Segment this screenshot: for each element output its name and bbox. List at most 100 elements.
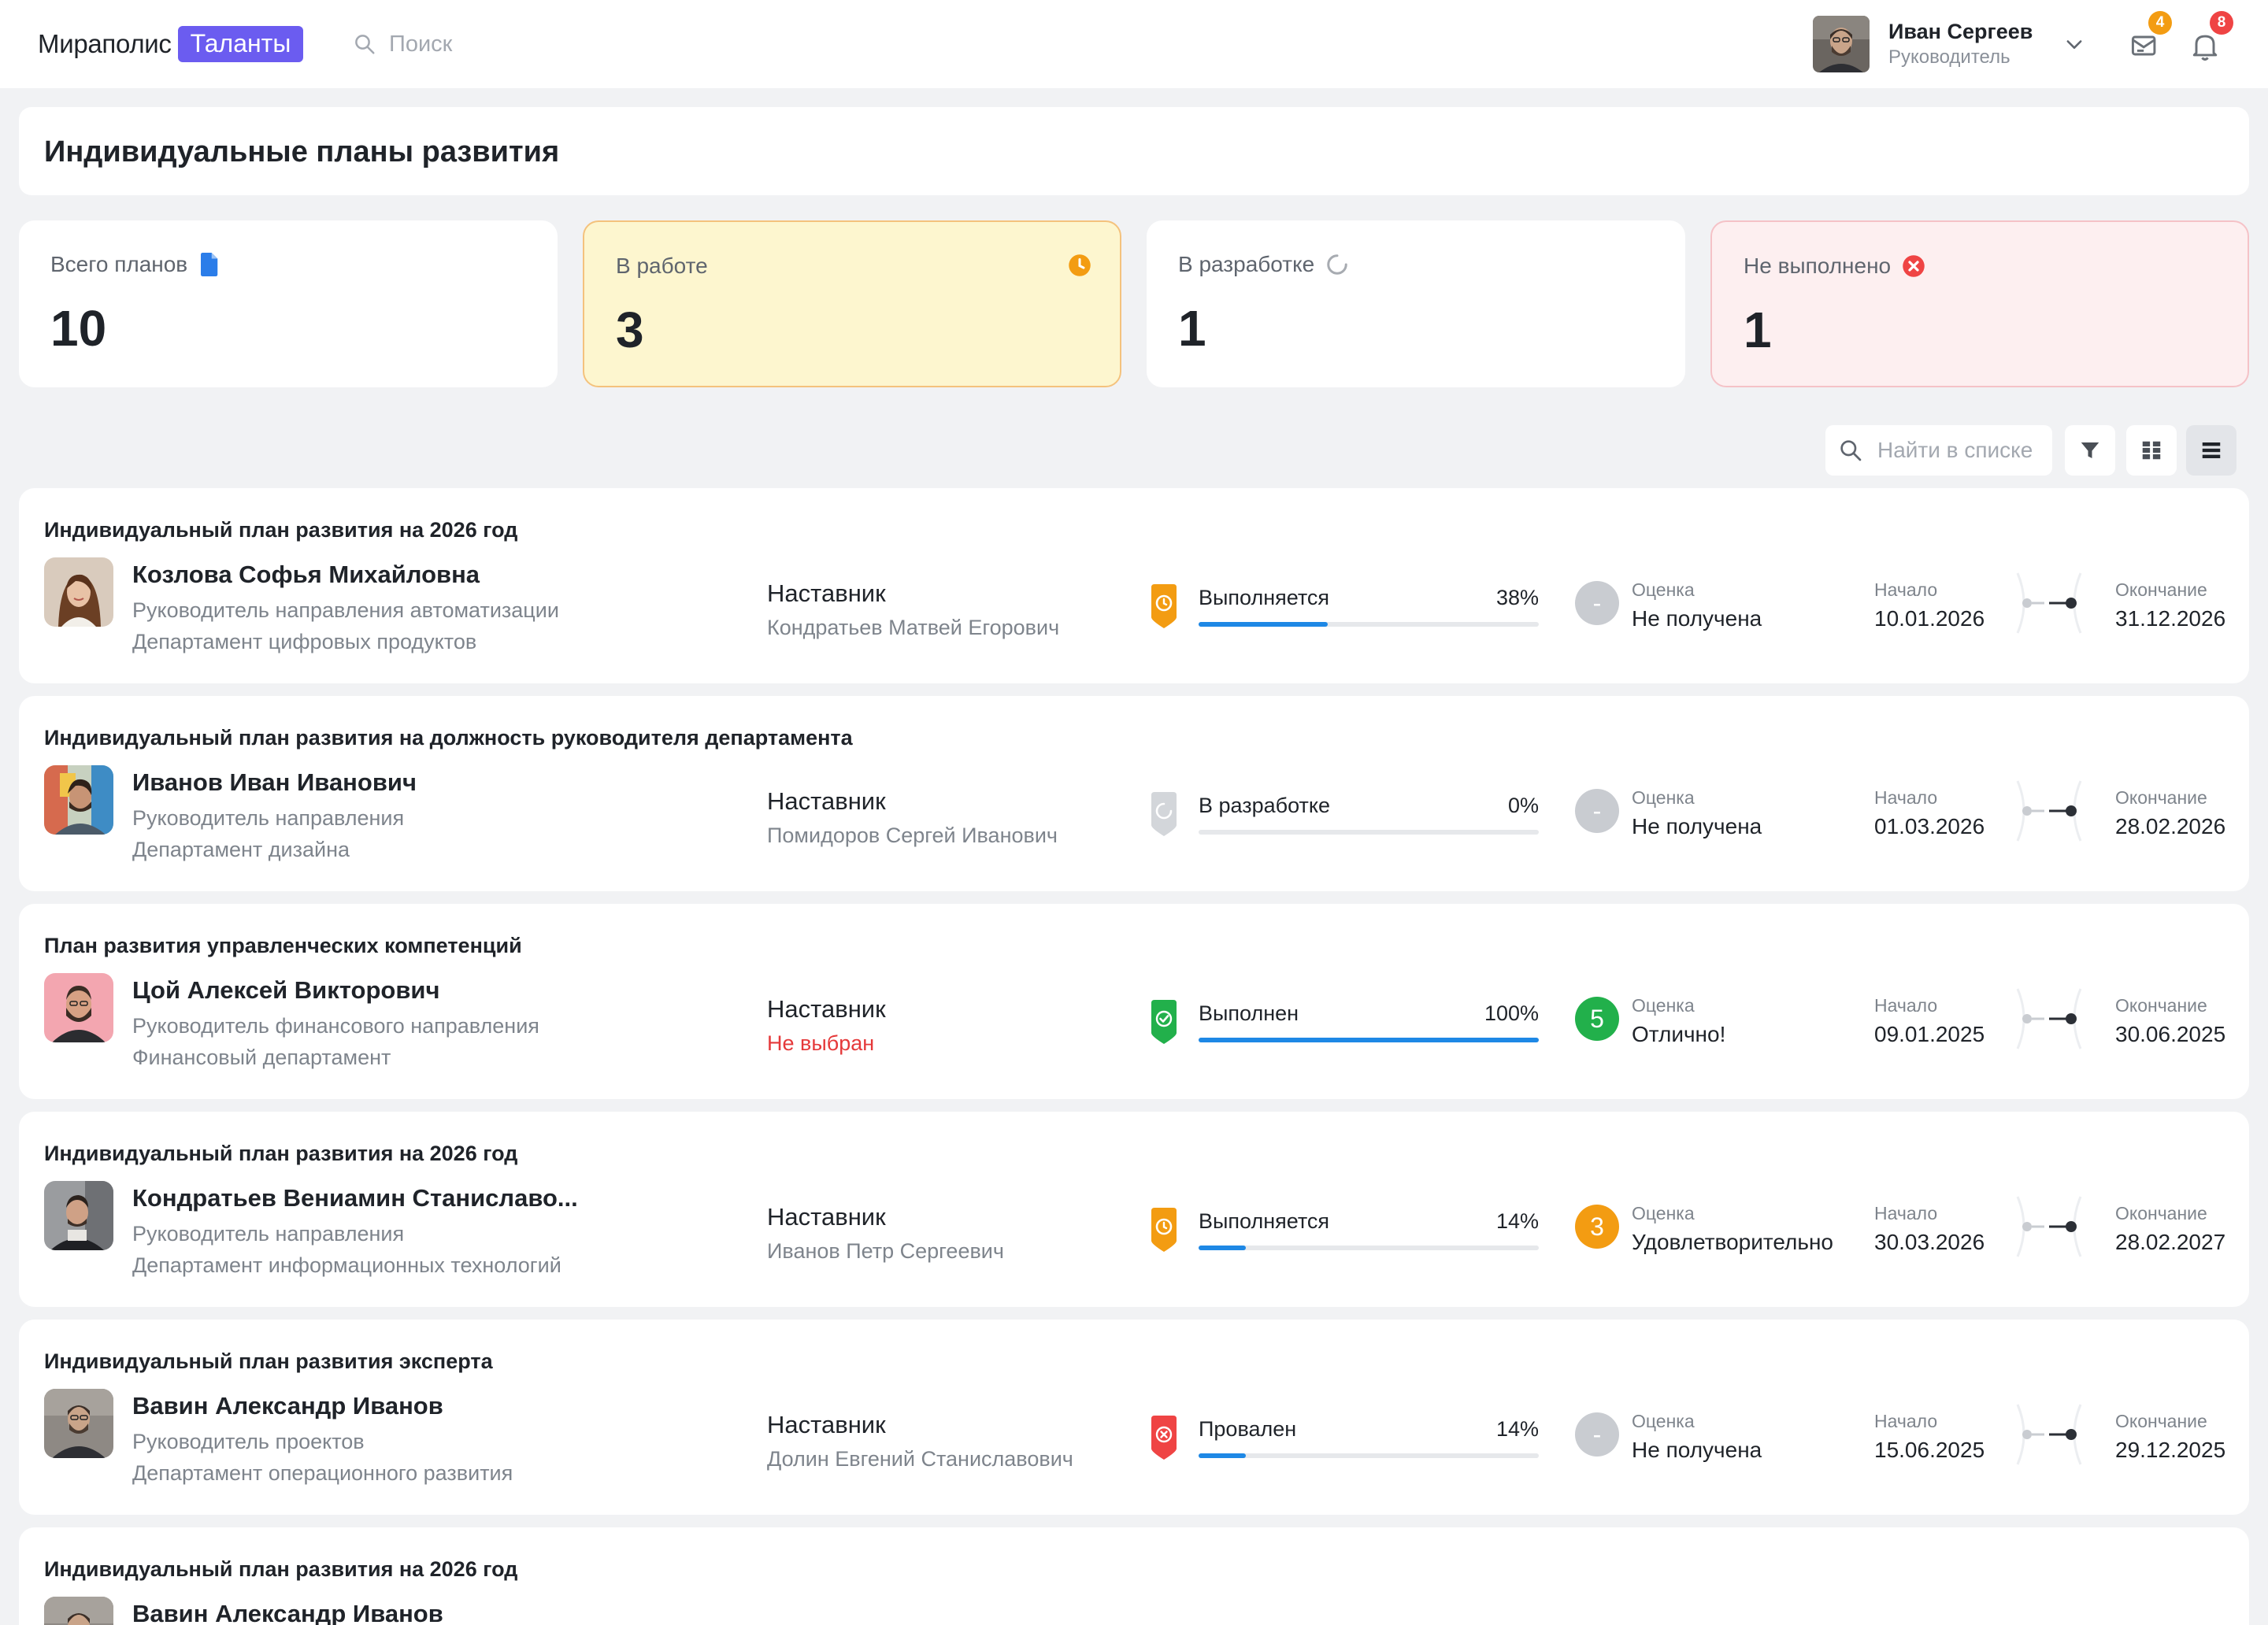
employee-name[interactable]: Цой Алексей Викторович	[132, 976, 440, 1004]
list-icon	[2202, 442, 2221, 458]
plan-title: Индивидуальный план развития на должност…	[44, 726, 853, 750]
progress-bar	[1199, 1038, 1539, 1042]
end-date: 28.02.2027	[2115, 1230, 2226, 1254]
search-icon	[355, 35, 375, 54]
chevron-down-icon[interactable]	[2063, 33, 2085, 55]
employee-position: Руководитель направления	[132, 806, 405, 830]
plan-card[interactable]: Индивидуальный план развития на должност…	[19, 696, 2249, 891]
stat-in-development[interactable]: В разработке 1	[1147, 220, 1685, 387]
employee-avatar	[44, 1181, 113, 1250]
logo-text: Мираполис	[38, 29, 172, 58]
employee-name[interactable]: Иванов Иван Иванович	[132, 768, 417, 796]
messages-icon	[2131, 35, 2156, 56]
notifications-button[interactable]: 8	[2188, 11, 2233, 63]
mentor-name: Кондратьев Матвей Егорович	[767, 616, 1060, 639]
timeline-icon	[2016, 780, 2082, 842]
start-label: Начало	[1874, 995, 1938, 1016]
user-menu[interactable]: Иван Сергеев Руководитель	[1813, 14, 2033, 74]
progress-bar	[1199, 830, 1539, 835]
grade-badge: 3	[1575, 1205, 1619, 1249]
grade-value: Удовлетворительно	[1632, 1230, 1834, 1254]
plan-card[interactable]: Индивидуальный план развития эксперта Ва…	[19, 1320, 2249, 1515]
end-date: 31.12.2026	[2115, 606, 2226, 631]
mentor-name: Помидоров Сергей Иванович	[767, 824, 1058, 847]
top-bar: Мираполис Таланты Поиск Иван Сергеев Рук…	[0, 0, 2268, 88]
list-search-input[interactable]: Найти в списке	[1825, 425, 2052, 476]
logo-badge: Таланты	[177, 26, 304, 62]
clock-icon	[1068, 254, 1091, 281]
plan-card[interactable]: Индивидуальный план развития на 2026 год…	[19, 1527, 2249, 1625]
global-search[interactable]: Поиск	[353, 27, 452, 61]
employee-department: Департамент дизайна	[132, 838, 350, 861]
employee-position: Руководитель направления автоматизации	[132, 598, 559, 622]
user-role: Руководитель	[1888, 46, 2010, 68]
grade-badge: 5	[1575, 997, 1619, 1041]
mentor-label: Наставник	[767, 995, 886, 1023]
plan-card[interactable]: Индивидуальный план развития на 2026 год…	[19, 1112, 2249, 1307]
search-icon	[1840, 440, 1862, 461]
page-header: Индивидуальные планы развития	[19, 107, 2249, 195]
employee-name[interactable]: Козлова Софья Михайловна	[132, 561, 480, 588]
employee-position: Руководитель направления	[132, 1222, 405, 1246]
stat-value: 1	[1744, 302, 1772, 358]
stat-in-work[interactable]: В работе 3	[583, 220, 1121, 387]
employee-name[interactable]: Кондратьев Вениамин Станиславо...	[132, 1184, 578, 1212]
start-date: 09.01.2025	[1874, 1022, 1985, 1046]
end-date: 30.06.2025	[2115, 1022, 2226, 1046]
list-view-button[interactable]	[2186, 425, 2236, 476]
notifications-count-badge: 8	[2210, 11, 2233, 35]
employee-name[interactable]: Вавин Александр Иванов	[132, 1392, 443, 1420]
progress-percent: 0%	[1507, 794, 1539, 817]
stat-label: В разработке	[1178, 252, 1315, 276]
mentor-name: Иванов Петр Сергеевич	[767, 1239, 1004, 1263]
messages-count-badge: 4	[2148, 11, 2172, 35]
filter-button[interactable]	[2065, 425, 2115, 476]
list-search-placeholder: Найти в списке	[1877, 438, 2033, 462]
status-draft-shield-icon	[1151, 792, 1177, 836]
grade-value: Не получена	[1632, 1438, 1762, 1462]
error-icon	[1902, 254, 1925, 278]
start-date: 01.03.2026	[1874, 814, 1985, 838]
employee-avatar	[44, 973, 113, 1042]
employee-department: Департамент операционного развития	[132, 1461, 513, 1485]
timeline-icon	[2016, 1404, 2082, 1465]
logo[interactable]: Мираполис Таланты	[38, 26, 304, 62]
grade-badge: -	[1575, 581, 1619, 625]
employee-name[interactable]: Вавин Александр Иванов	[132, 1600, 443, 1625]
bell-icon	[2192, 35, 2218, 61]
start-label: Начало	[1874, 1411, 1938, 1431]
stat-total-plans[interactable]: Всего планов 10	[19, 220, 558, 387]
employee-department: Департамент информационных технологий	[132, 1253, 561, 1277]
timeline-icon	[2016, 572, 2082, 634]
end-label: Окончание	[2115, 787, 2207, 808]
plan-title: Индивидуальный план развития на 2026 год	[44, 1142, 518, 1165]
mentor-label: Наставник	[767, 787, 886, 815]
plan-title: Индивидуальный план развития на 2026 год	[44, 1557, 518, 1581]
end-date: 28.02.2026	[2115, 814, 2226, 838]
spinner-icon	[1325, 253, 1349, 276]
status-label: В разработке	[1199, 794, 1331, 817]
timeline-icon	[2016, 988, 2082, 1049]
mentor-name: Не выбран	[767, 1031, 875, 1055]
stat-value: 10	[50, 300, 107, 357]
plan-card[interactable]: План развития управленческих компетенций…	[19, 904, 2249, 1099]
mentor-label: Наставник	[767, 579, 886, 607]
stat-not-completed[interactable]: Не выполнено 1	[1710, 220, 2249, 387]
plan-card[interactable]: Индивидуальный план развития на 2026 год…	[19, 488, 2249, 683]
progress-fill	[1199, 1038, 1539, 1042]
status-check-shield-icon	[1151, 1000, 1177, 1044]
global-search-placeholder: Поиск	[389, 31, 453, 57]
grid-view-button[interactable]	[2126, 425, 2177, 476]
filter-icon	[2081, 442, 2099, 458]
messages-button[interactable]: 4	[2128, 11, 2172, 63]
grade-label: Оценка	[1632, 1411, 1695, 1431]
progress-bar	[1199, 1246, 1539, 1250]
grade-value: Отлично!	[1632, 1022, 1726, 1046]
document-icon	[198, 253, 219, 276]
status-label: Выполнен	[1199, 1001, 1299, 1025]
employee-department: Финансовый департамент	[132, 1046, 391, 1069]
start-date: 30.03.2026	[1874, 1230, 1985, 1254]
grade-label: Оценка	[1632, 1203, 1695, 1223]
progress-percent: 38%	[1495, 586, 1539, 609]
grade-badge: -	[1575, 1412, 1619, 1457]
